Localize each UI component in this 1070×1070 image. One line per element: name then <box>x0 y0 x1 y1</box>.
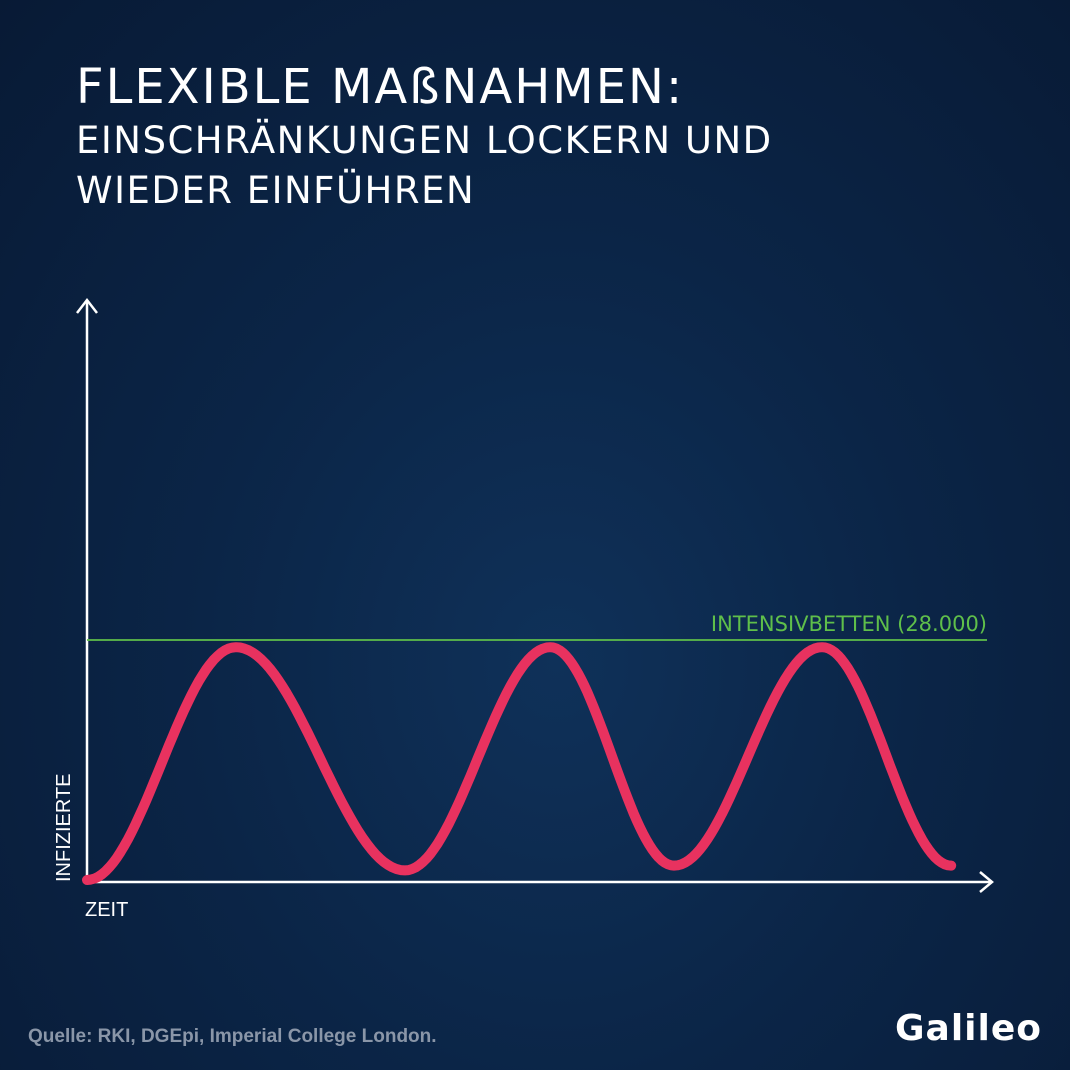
y-axis-label: INFIZIERTE <box>53 773 75 882</box>
reference-line-group: INTENSIVBETTEN (28.000) <box>87 612 987 641</box>
chart-subtitle-line-1: EINSCHRÄNKUNGEN LOCKERN UND <box>76 119 773 162</box>
chart-title: FLEXIBLE MAßNAHMEN: <box>76 59 685 115</box>
y-axis-arrow <box>76 297 98 314</box>
x-axis-arrow <box>979 871 994 893</box>
series-group <box>82 642 957 885</box>
series-line-0 <box>82 642 957 885</box>
x-axis-label: ZEIT <box>85 899 128 921</box>
chart-subtitle-line-2: WIEDER EINFÜHREN <box>76 169 476 212</box>
galileo-logo: Galileo <box>894 1008 1042 1049</box>
reference-line-label: INTENSIVBETTEN (28.000) <box>711 612 987 636</box>
title-block: FLEXIBLE MAßNAHMEN: EINSCHRÄNKUNGEN LOCK… <box>76 58 773 216</box>
source-note: Quelle: RKI, DGEpi, Imperial College Lon… <box>28 1026 437 1047</box>
